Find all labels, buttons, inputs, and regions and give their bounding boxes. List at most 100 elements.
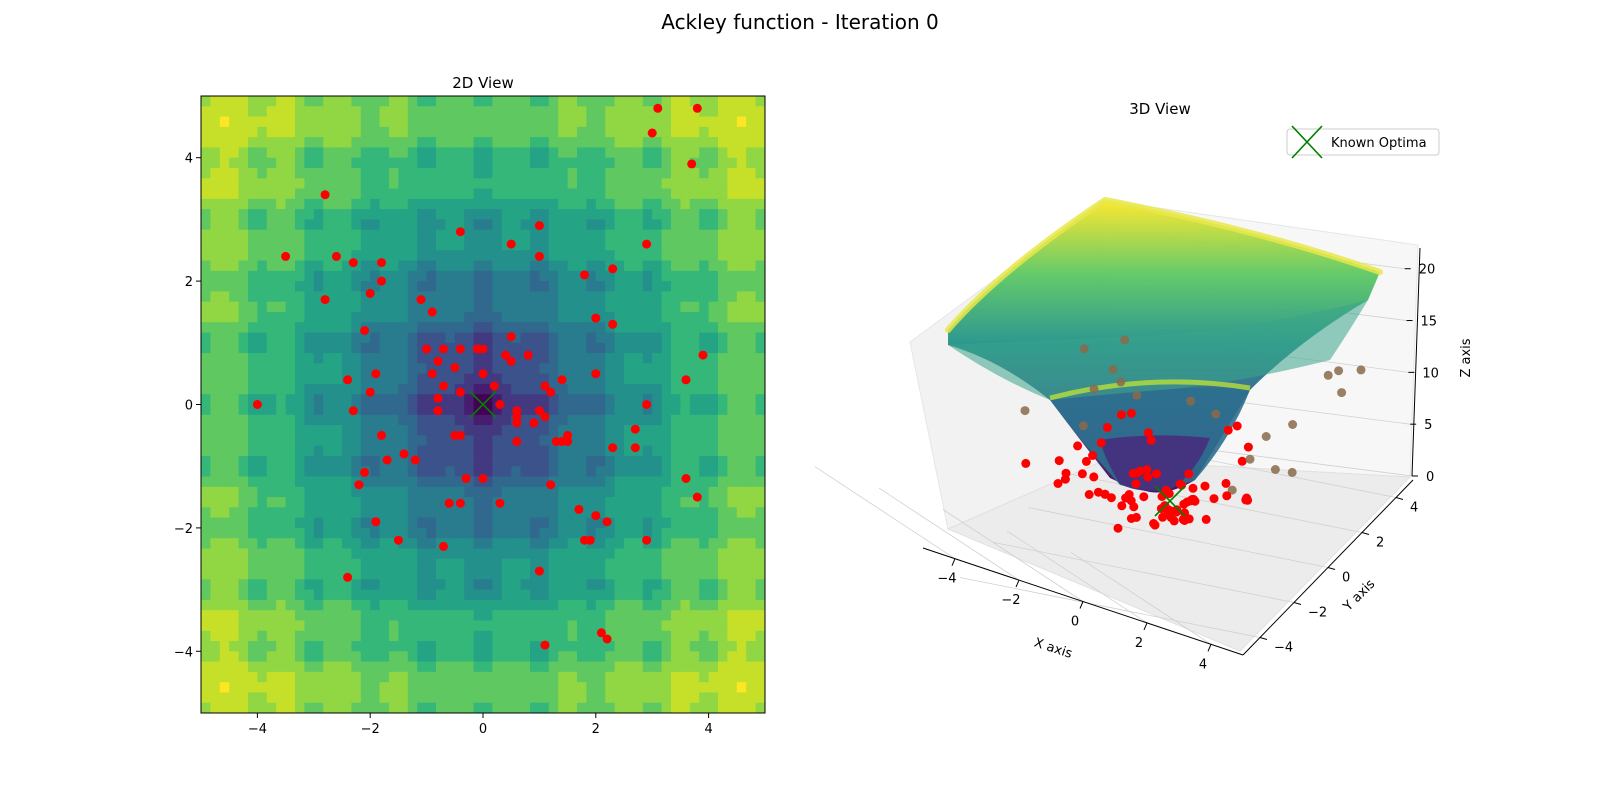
population-point [439,381,448,391]
population-point [331,251,341,261]
population-point [506,332,516,342]
population-point [506,239,516,249]
population-point [320,295,330,305]
population-point [348,258,358,268]
population-point-3d [1172,505,1182,515]
population-point [495,400,505,409]
population-point [591,369,601,379]
population-point [642,535,652,545]
population-point-3d [1106,493,1116,503]
population-point-3d [1261,432,1271,441]
population-point [478,369,488,379]
population-point [534,406,544,416]
population-point [534,221,544,231]
population-point-3d [1142,465,1152,475]
population-point-3d [1150,520,1160,530]
population-point-3d [1102,422,1112,432]
population-point-3d [1223,425,1233,435]
chart-title-2d: 2D View [452,74,513,92]
population-point [320,190,330,200]
population-point-3d [1054,456,1064,466]
population-point [602,634,612,644]
population-point [281,251,291,261]
population-point-3d [1186,396,1196,406]
population-point-3d [1227,485,1237,495]
population-point [371,517,381,527]
population-point [642,400,652,409]
population-point-3d [1237,456,1247,466]
population-point [354,480,364,490]
x-tick-label: −4 [248,722,267,737]
population-point [382,455,392,465]
population-point [512,437,522,446]
x-tick-label: 0 [479,722,487,737]
population-point-3d [1060,474,1070,484]
floor-pane [946,459,1412,652]
z-tick-label-3d: 20 [1419,263,1436,278]
population-point [365,387,375,397]
contour-heatmap [201,96,765,713]
y-tick-label: −4 [174,645,193,660]
y-tick-label-3d: 0 [1342,571,1350,586]
population-point-3d [1120,335,1130,345]
population-point-3d [1053,479,1063,488]
population-point [692,103,702,113]
population-point [512,412,522,422]
population-point [630,443,640,453]
population-point-3d [1096,438,1106,448]
population-point [343,572,353,582]
y-ticks-2d: −4 −2 0 2 4 [174,152,201,660]
population-point-3d [1146,435,1156,445]
x-ticks-3d: −4 −2 0 2 4 [937,558,1212,672]
z-tick-label-3d: 0 [1426,470,1434,485]
population-point [252,400,262,409]
population-point [495,498,505,508]
population-point [608,443,618,453]
chart-title-3d: 3D View [1129,100,1190,118]
population-point [540,412,550,422]
population-point [489,381,499,391]
population-point-3d [1245,454,1255,464]
population-point-3d [1243,442,1253,452]
population-point [439,344,448,354]
x-tick-label-3d: 4 [1199,657,1207,672]
population-points-2d [252,103,708,650]
population-point [360,326,370,335]
population-point-3d [1021,458,1031,468]
population-point [529,418,539,428]
population-point-3d [1287,467,1297,477]
population-point [461,474,471,483]
population-point [433,356,443,366]
population-point [371,369,381,379]
population-point [591,313,601,323]
population-point-3d [1334,366,1344,376]
population-point [455,344,465,354]
population-point-3d [1323,370,1333,380]
population-point [439,541,448,551]
population-point-3d [1209,494,1219,504]
population-point-3d [1089,384,1099,394]
population-point [377,276,386,286]
population-point-3d [1128,469,1138,478]
population-point [393,535,403,545]
population-point-3d [1288,420,1298,429]
population-point [365,288,375,298]
population-point [596,628,606,638]
population-point [422,344,432,354]
population-point [399,449,409,459]
population-point [427,369,437,379]
population-point-3d [1078,421,1088,431]
population-point [687,159,697,169]
population-point [506,356,516,366]
population-point-3d [1270,465,1280,474]
population-point-3d [1188,483,1198,493]
population-point [455,227,465,237]
population-point [360,467,370,477]
ackley-surface [945,196,1383,493]
population-point [348,406,358,416]
population-point-3d [1143,428,1153,438]
x-ticks-2d: −4 −2 0 2 4 [248,713,713,737]
z-tick-label-3d: 10 [1422,366,1439,381]
population-point [546,480,556,490]
population-point [591,511,601,521]
